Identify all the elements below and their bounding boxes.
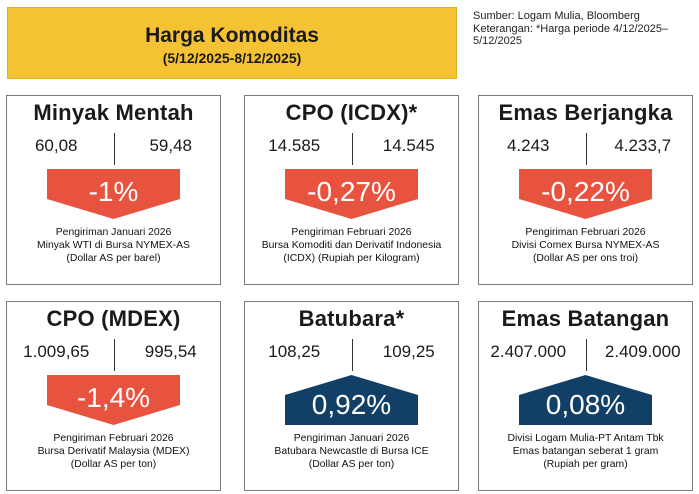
- title-panel: Harga Komoditas (5/12/2025-8/12/2025): [7, 7, 457, 79]
- price-pair: 1.009,65 995,54: [7, 339, 220, 371]
- note-line: Emas batangan seberat 1 gram: [512, 446, 659, 458]
- price-pair: 4.243 4.233,7: [479, 133, 692, 165]
- price-end: 4.233,7: [614, 136, 672, 155]
- value-divider: [113, 339, 115, 371]
- change-percent: -0,27%: [307, 176, 396, 207]
- change-badge: -0,22%: [519, 169, 652, 219]
- note-line: Bursa Derivatif Malaysia (MDEX): [37, 446, 190, 458]
- note-line: (Dollar AS per ton): [70, 459, 157, 471]
- change-badge: 0,92%: [285, 375, 418, 425]
- commodity-name: CPO (MDEX): [46, 306, 181, 331]
- badge-shape: [47, 169, 180, 219]
- badge-shape: [519, 169, 652, 219]
- commodity-name: Batubara*: [298, 306, 405, 331]
- period-label: (5/12/2025-8/12/2025): [162, 50, 302, 66]
- commodity-note: Pengiriman Januari 2026 Minyak WTI di Bu…: [11, 226, 216, 266]
- commodity-name: Emas Berjangka: [498, 100, 673, 125]
- price-start: 14.585: [268, 136, 321, 155]
- source-line: 5/12/2025: [473, 35, 522, 47]
- commodity-card-minyak-mentah: Minyak Mentah 60,08 59,48 -1% Pengiriman…: [6, 95, 221, 285]
- commodity-name: Minyak Mentah: [33, 100, 194, 125]
- change-percent: 0,08%: [545, 389, 626, 420]
- note-line: (ICDX) (Rupiah per Kilogram): [283, 253, 420, 265]
- commodity-name: CPO (ICDX)*: [285, 100, 418, 125]
- price-end: 109,25: [382, 342, 435, 361]
- price-pair: 60,08 59,48: [7, 133, 220, 165]
- note-line: (Rupiah per gram): [543, 459, 628, 471]
- change-badge: -1,4%: [47, 375, 180, 425]
- price-end: 14.545: [382, 136, 435, 155]
- change-percent: 0,92%: [311, 389, 392, 420]
- change-percent: -1%: [88, 176, 139, 207]
- commodity-note: Pengiriman Februari 2026 Divisi Comex Bu…: [483, 226, 688, 266]
- value-divider: [113, 133, 115, 165]
- commodity-card-cpo-icdx: CPO (ICDX)* 14.585 14.545 -0,27% Pengiri…: [244, 95, 459, 285]
- badge-shape: [285, 169, 418, 219]
- note-line: Batubara Newcastle di Bursa ICE: [274, 446, 429, 458]
- commodity-note: Pengiriman Februari 2026 Bursa Komoditi …: [249, 226, 454, 266]
- price-start: 108,25: [268, 342, 321, 361]
- commodity-card-cpo-mdex: CPO (MDEX) 1.009,65 995,54 -1,4% Pengiri…: [6, 301, 221, 491]
- note-line: Pengiriman Februari 2026: [525, 227, 646, 238]
- badge-shape: [47, 375, 180, 425]
- commodity-card-emas-batangan: Emas Batangan 2.407.000 2.409.000 0,08% …: [478, 301, 693, 491]
- price-pair: 2.407.000 2.409.000: [479, 339, 692, 371]
- change-badge: -0,27%: [285, 169, 418, 219]
- change-badge: 0,08%: [519, 375, 652, 425]
- note-line: (Dollar AS per ons troi): [532, 253, 639, 265]
- value-divider: [351, 133, 353, 165]
- note-line: Divisi Comex Bursa NYMEX-AS: [511, 240, 660, 252]
- price-start: 1.009,65: [23, 342, 90, 361]
- note-line: (Dollar AS per ton): [308, 459, 395, 471]
- note-line: Pengiriman Februari 2026: [53, 433, 174, 444]
- page-title: Harga Komoditas: [145, 24, 319, 47]
- value-divider: [585, 133, 587, 165]
- commodity-card-emas-berjangka: Emas Berjangka 4.243 4.233,7 -0,22% Peng…: [478, 95, 693, 285]
- price-start: 60,08: [34, 136, 78, 155]
- note-line: Divisi Logam Mulia-PT Antam Tbk: [507, 433, 664, 444]
- price-pair: 14.585 14.545: [245, 133, 458, 165]
- source-note: Sumber: Logam Mulia, Bloomberg Keteranga…: [473, 10, 693, 48]
- price-end: 995,54: [144, 342, 197, 361]
- price-end: 2.409.000: [604, 342, 681, 361]
- price-pair: 108,25 109,25: [245, 339, 458, 371]
- commodity-note: Divisi Logam Mulia-PT Antam Tbk Emas bat…: [483, 432, 688, 472]
- note-line: Pengiriman Januari 2026: [293, 433, 410, 444]
- note-line: Bursa Komoditi dan Derivatif Indonesia: [261, 240, 442, 252]
- change-badge: -1%: [47, 169, 180, 219]
- source-line: Sumber: Logam Mulia, Bloomberg: [473, 10, 640, 22]
- note-line: Pengiriman Februari 2026: [291, 227, 412, 238]
- price-start: 4.243: [506, 136, 550, 155]
- value-divider: [585, 339, 587, 371]
- value-divider: [351, 339, 353, 371]
- change-percent: -0,22%: [541, 176, 630, 207]
- source-line: Keterangan: *Harga periode 4/12/2025–: [473, 22, 669, 35]
- commodity-name: Emas Batangan: [501, 306, 670, 331]
- badge-shape: [519, 375, 652, 425]
- price-start: 2.407.000: [490, 342, 567, 361]
- note-line: Pengiriman Januari 2026: [55, 227, 172, 238]
- note-line: Minyak WTI di Bursa NYMEX-AS: [36, 240, 190, 252]
- price-end: 59,48: [149, 136, 193, 155]
- commodity-card-batubara: Batubara* 108,25 109,25 0,92% Pengiriman…: [244, 301, 459, 491]
- badge-shape: [285, 375, 418, 425]
- commodity-note: Pengiriman Januari 2026 Batubara Newcast…: [249, 432, 454, 472]
- change-percent: -1,4%: [76, 382, 151, 413]
- commodity-note: Pengiriman Februari 2026 Bursa Derivatif…: [11, 432, 216, 472]
- note-line: (Dollar AS per barel): [66, 253, 161, 265]
